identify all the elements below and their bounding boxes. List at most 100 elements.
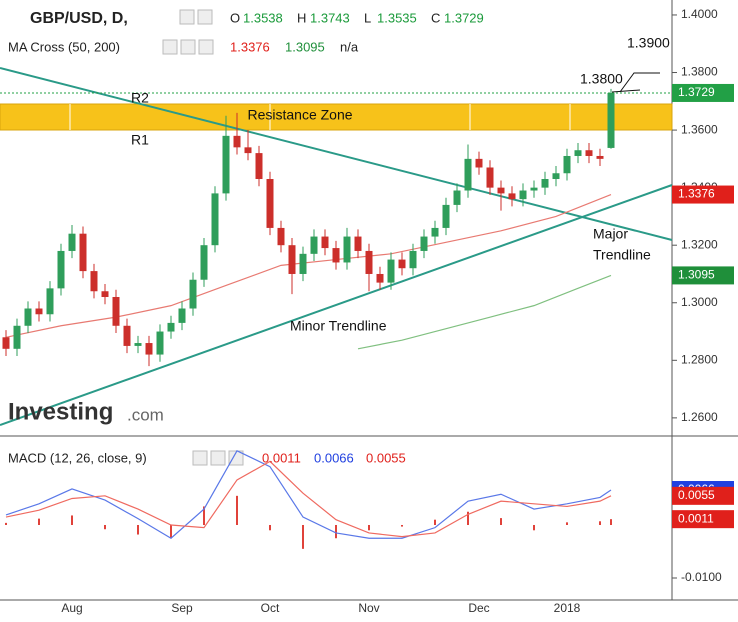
price-badge-label: 1.3729: [678, 85, 715, 99]
candle-body: [387, 259, 395, 283]
minor-label: Minor Trendline: [290, 318, 387, 334]
candle-body: [244, 147, 252, 154]
price-badge: [672, 266, 734, 285]
indicator-name: MA Cross (50, 200): [8, 39, 120, 54]
candle-body: [79, 233, 87, 272]
candle-body: [57, 250, 65, 289]
macd-value: 0.0055: [366, 450, 406, 465]
candle-body: [24, 308, 32, 326]
candle-body: [486, 167, 494, 188]
price-badge: [672, 510, 734, 529]
candle-body: [101, 291, 109, 297]
target-line: [619, 72, 660, 93]
macd-histogram-bar: [236, 495, 238, 525]
macd-histogram-bar: [467, 511, 469, 525]
candle-body: [167, 322, 175, 332]
zone-label: Resistance Zone: [247, 107, 352, 123]
candle-body: [464, 158, 472, 191]
icon[interactable]: [179, 9, 195, 25]
macd-histogram-bar: [401, 524, 403, 527]
candle-body: [541, 179, 549, 188]
icon[interactable]: [192, 450, 208, 466]
y-tick-label: 1.2800: [681, 352, 718, 366]
candle-body: [475, 158, 483, 168]
icon[interactable]: [198, 39, 214, 55]
x-tick-label: 2018: [554, 601, 581, 615]
y-tick-label: 1.2600: [681, 410, 718, 424]
candle-body: [321, 236, 329, 249]
candle-body: [156, 331, 164, 355]
macd-histogram-bar: [302, 524, 304, 549]
x-tick-label: Sep: [171, 601, 193, 615]
macd-histogram-bar: [500, 518, 502, 525]
candle-body: [299, 253, 307, 274]
quote-value: 1.3743: [310, 10, 350, 25]
marks: [0, 88, 672, 549]
macd-histogram-bar: [566, 522, 568, 525]
candle-body: [343, 236, 351, 263]
quote-label: H: [297, 10, 306, 25]
symbol: GBP/USD, D,: [30, 10, 128, 27]
price-badge: [672, 486, 734, 505]
candle-body: [189, 279, 197, 309]
major-label: Major: [593, 226, 628, 242]
y-tick-label: 1.3800: [681, 65, 718, 79]
icon[interactable]: [210, 450, 226, 466]
candle-body: [68, 233, 76, 251]
quote-value: 1.3535: [377, 10, 417, 25]
resistance-zone: [0, 103, 673, 131]
candle-body: [200, 245, 208, 280]
candle-body: [123, 325, 131, 346]
candle-body: [585, 150, 593, 156]
candle-body: [178, 308, 186, 323]
candle-body: [365, 250, 373, 274]
candle-body: [145, 343, 153, 355]
price-badge-label: 0.0011: [678, 511, 714, 525]
target-label: 1.3900: [627, 35, 670, 51]
quote-label: C: [431, 10, 440, 25]
candle-body: [552, 173, 560, 180]
candle-body: [376, 273, 384, 283]
candle-body: [519, 190, 527, 200]
major-trendline: [0, 67, 673, 241]
candle-body: [453, 190, 461, 205]
price-badge-label: 0.0055: [678, 488, 715, 502]
candle-body: [596, 155, 604, 159]
macd-histogram-bar: [170, 524, 172, 539]
macd-value: 0.0066: [314, 450, 354, 465]
x-tick-label: Aug: [61, 601, 82, 615]
ma-value: 1.3376: [230, 39, 270, 54]
candle-body: [420, 236, 428, 251]
candle-body: [288, 245, 296, 274]
candle-body: [35, 308, 43, 315]
macd-line: [5, 460, 612, 538]
candle-body: [508, 193, 516, 200]
macd-histogram-bar: [434, 519, 436, 525]
candle-body: [431, 227, 439, 237]
icon[interactable]: [162, 39, 178, 55]
x-tick-label: Oct: [261, 601, 280, 615]
y-tick-label: 1.3600: [681, 122, 718, 136]
moving-average: [357, 274, 612, 350]
macd-histogram-bar: [610, 519, 612, 525]
macd-value: 0.0011: [262, 450, 301, 465]
candle-body: [211, 193, 219, 246]
price-badge: [672, 185, 734, 204]
icon[interactable]: [197, 9, 213, 25]
icon[interactable]: [180, 39, 196, 55]
candle-body: [2, 337, 10, 349]
candle-body: [398, 259, 406, 269]
x-tick-label: Dec: [468, 601, 489, 615]
candle-body: [255, 153, 263, 180]
icon[interactable]: [228, 450, 244, 466]
r2-label: R2: [131, 90, 149, 106]
minor-trendline: [0, 184, 673, 426]
candle-body: [332, 248, 340, 263]
macd-histogram-bar: [5, 522, 7, 525]
candle-body: [222, 135, 230, 194]
macd-histogram-bar: [71, 515, 73, 525]
logo: .com: [127, 405, 164, 424]
candle-body: [46, 288, 54, 315]
